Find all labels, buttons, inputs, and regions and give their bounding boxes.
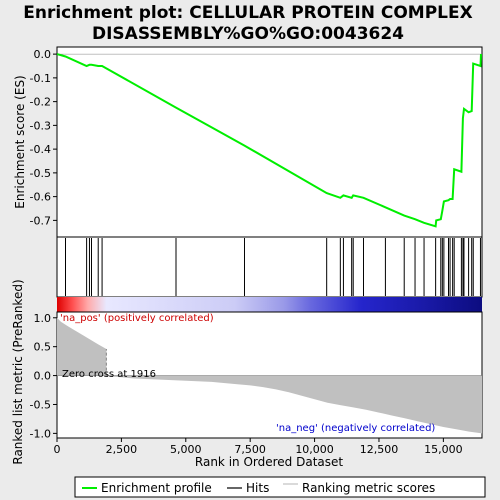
es-y-tick-label: -0.2 (30, 96, 51, 109)
legend-metric-label: Ranking metric scores (302, 481, 435, 495)
annotation-zero-cross: Zero cross at 1916 (62, 369, 156, 380)
hits-panel (56, 236, 483, 298)
x-tick-label: 5,000 (170, 443, 202, 456)
legend-enrichment-label: Enrichment profile (101, 481, 212, 495)
annotation-positive: 'na_pos' (positively correlated) (60, 313, 214, 324)
es-y-tick-label: -0.1 (30, 72, 51, 85)
hits-marks (65, 238, 481, 296)
es-series-line (56, 53, 482, 228)
x-tick-label: 15,000 (424, 443, 463, 456)
metric-area (57, 317, 482, 434)
metric-y-tick-label: -1.0 (30, 427, 51, 440)
metric-y-tick-label: 0.5 (34, 341, 52, 354)
chart-title-line1: Enrichment plot: CELLULAR PROTEIN COMPLE… (23, 3, 473, 23)
es-y-tick-label: -0.3 (30, 119, 51, 132)
heatmap-fill (57, 297, 482, 312)
metric-y-tick-label: 0.0 (34, 370, 52, 383)
metric-y-tick-label: 1.0 (34, 312, 52, 325)
metric-y-axis: 1.0 0.5 0.0 -0.5 -1.0 (30, 312, 57, 440)
es-y-tick-label: 0.0 (34, 48, 52, 61)
x-tick-label: 10,000 (295, 443, 334, 456)
rank-heatmap-bar (57, 297, 482, 312)
x-tick-label: 2,500 (106, 443, 138, 456)
es-panel (56, 46, 483, 238)
es-y-label: Enrichment score (ES) (13, 75, 27, 208)
chart-title-line2: DISASSEMBLY%GO%GO:0043624 (92, 24, 404, 44)
x-tick-label: 0 (54, 443, 61, 456)
legend-box (74, 476, 486, 498)
x-axis: 0 2,500 5,000 7,500 10,000 12,500 15,000 (54, 438, 463, 456)
es-y-tick-label: -0.6 (30, 191, 51, 204)
x-tick-label: 12,500 (360, 443, 399, 456)
metric-y-label: Ranked list metric (PreRanked) (11, 279, 25, 464)
x-axis-label: Rank in Ordered Dataset (195, 455, 343, 469)
legend-hits-label: Hits (246, 481, 269, 495)
es-y-tick-label: -0.5 (30, 167, 51, 180)
metric-y-tick-label: -0.5 (30, 398, 51, 411)
es-y-tick-label: -0.7 (30, 214, 51, 227)
x-tick-label: 7,500 (234, 443, 266, 456)
annotation-negative: 'na_neg' (negatively correlated) (276, 423, 435, 434)
es-y-tick-label: -0.4 (30, 143, 51, 156)
es-y-axis: 0.0 -0.1 -0.2 -0.3 -0.4 -0.5 -0.6 -0.7 (30, 48, 57, 227)
